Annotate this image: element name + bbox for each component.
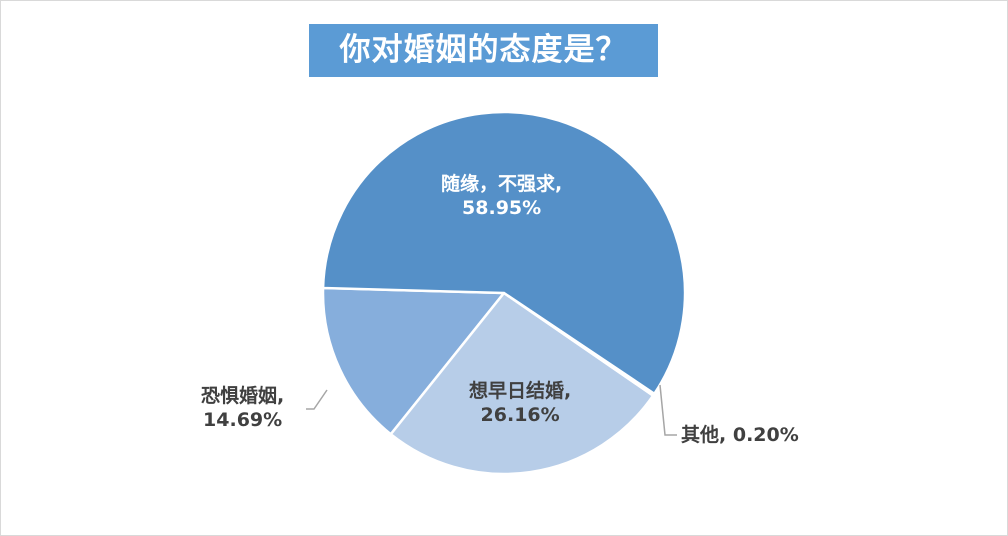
label-value: 14.69%	[203, 409, 283, 431]
data-label-fear: 恐惧婚姻, 14.69%	[201, 384, 284, 432]
data-label-other: 其他, 0.20%	[681, 423, 799, 447]
data-label-marry-early: 想早日结婚, 26.16%	[469, 379, 571, 427]
label-value: 0.20%	[732, 424, 799, 446]
label-value: 58.95%	[462, 197, 542, 219]
label-name: 其他,	[681, 424, 727, 446]
slice-suiyuan	[321, 110, 687, 396]
label-name: 随缘，不强求,	[441, 173, 563, 195]
leader-line-other	[659, 384, 677, 436]
slice-marry-early	[389, 291, 655, 476]
label-name: 想早日结婚,	[469, 380, 572, 402]
leader-line-fear	[306, 389, 328, 410]
data-label-suiyuan: 随缘，不强求, 58.95%	[441, 172, 562, 220]
label-value: 26.16%	[480, 404, 560, 426]
chart-title: 你对婚姻的态度是？	[309, 24, 658, 77]
label-name: 恐惧婚姻,	[201, 385, 285, 407]
slice-fear	[321, 286, 507, 436]
